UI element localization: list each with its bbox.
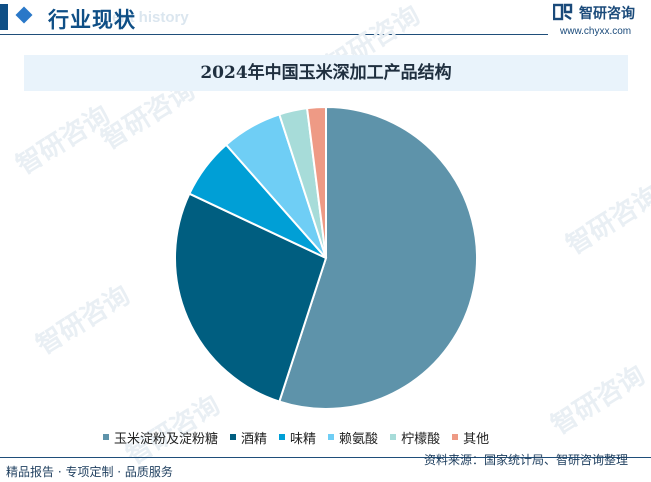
pie-slice-5 [305,105,327,259]
legend-item: 其他 [452,428,489,447]
legend-label: 味精 [290,431,317,447]
legend-swatch [390,434,397,440]
footer-tagline: 精品报告 · 专项定制 · 品质服务 [6,465,173,479]
pie-slice-1 [174,192,328,403]
legend-item: 柠檬酸 [390,428,440,447]
legend-swatch [230,434,237,440]
brand-url: www.chyxx.com [560,26,632,37]
header-subtitle-en: ent history [112,9,189,26]
brand-name: 智研咨询 [579,6,635,22]
chart-title: 2024年中国玉米深加工产品结构 [200,63,452,83]
chart-title-bar: 2024年中国玉米深加工产品结构 [24,55,628,91]
legend-item: 味精 [279,428,316,447]
legend-item: 玉米淀粉及淀粉糖 [103,428,218,447]
header-divider [0,34,548,35]
legend-label: 其他 [463,431,490,447]
chart-legend: 玉米淀粉及淀粉糖 酒精 味精 赖氨酸 柠檬酸 其他 [103,427,501,447]
data-source: 资料来源：国家统计局、智研咨询整理 [424,453,629,467]
legend-label: 柠檬酸 [401,431,441,447]
legend-label: 赖氨酸 [339,431,379,447]
legend-swatch [279,434,286,440]
brand-logo-icon [553,3,573,21]
header-accent-bar [0,4,8,30]
legend-item: 赖氨酸 [328,428,378,447]
legend-swatch [103,434,109,440]
legend-item: 酒精 [230,428,267,447]
legend-label: 玉米淀粉及淀粉糖 [114,431,219,447]
legend-label: 酒精 [241,431,268,447]
pie-slice-0 [278,105,478,410]
page-header: ent history 行业现状 智研咨询 www.chyxx.com [0,0,651,37]
footer-divider [0,457,651,458]
legend-swatch [452,434,459,440]
legend-swatch [328,434,335,440]
header-title: 行业现状 [48,8,136,32]
